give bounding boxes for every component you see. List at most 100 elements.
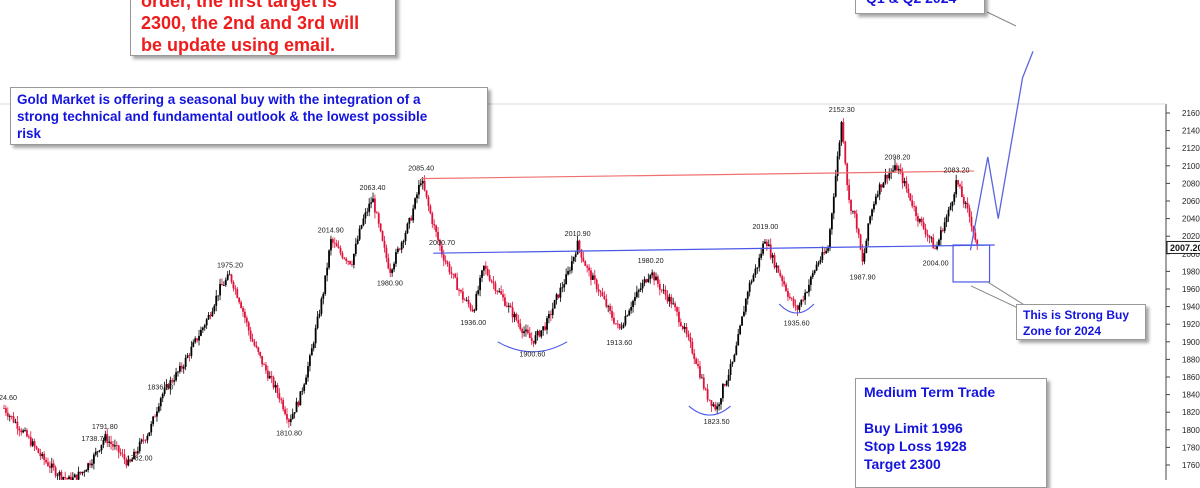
candle-body bbox=[938, 239, 940, 246]
candle-body bbox=[546, 318, 548, 330]
candle-body bbox=[838, 142, 841, 157]
candle-body bbox=[414, 198, 416, 209]
candle-body bbox=[974, 232, 977, 240]
candle-body bbox=[112, 444, 114, 447]
candle-body bbox=[433, 224, 436, 226]
zone-pointer-2 bbox=[970, 285, 1019, 309]
candle-body bbox=[446, 261, 449, 265]
candle-body bbox=[521, 329, 524, 334]
candle-body bbox=[276, 385, 279, 394]
candle-body bbox=[781, 276, 784, 282]
candle-body bbox=[540, 330, 543, 337]
candle-body bbox=[892, 170, 894, 172]
candle-body bbox=[565, 274, 568, 285]
candle-body bbox=[322, 293, 325, 299]
candle-body bbox=[8, 416, 11, 417]
candle-body bbox=[393, 263, 395, 270]
candle-body bbox=[739, 325, 742, 335]
candle-body bbox=[815, 264, 818, 271]
candle-body bbox=[809, 276, 812, 285]
candle-body bbox=[129, 459, 132, 462]
candle-body bbox=[639, 288, 642, 291]
candle-body bbox=[934, 248, 937, 250]
trade-stop-loss: Stop Loss 1928 bbox=[864, 438, 967, 454]
candle-body bbox=[66, 478, 68, 480]
candle-body bbox=[368, 203, 371, 212]
price-label: 1823.50 bbox=[704, 417, 730, 426]
candle-body bbox=[330, 239, 332, 251]
candle-body bbox=[364, 212, 367, 219]
candle-body bbox=[245, 317, 248, 323]
candle-body bbox=[880, 184, 883, 188]
candle-body bbox=[502, 294, 504, 298]
candle-body bbox=[339, 247, 342, 254]
price-label: 2152.30 bbox=[829, 105, 855, 114]
candle-body bbox=[494, 283, 497, 291]
candle-body bbox=[133, 451, 135, 460]
candle-body bbox=[817, 262, 820, 265]
candle-body bbox=[702, 377, 705, 389]
candle-body bbox=[907, 188, 910, 194]
candle-body bbox=[435, 225, 438, 232]
candle-body bbox=[718, 404, 720, 407]
candle-body bbox=[94, 451, 97, 455]
candle-body bbox=[970, 216, 973, 227]
candle-body bbox=[576, 240, 579, 255]
candle-body bbox=[200, 329, 202, 336]
candle-body bbox=[251, 338, 254, 342]
candle-body bbox=[148, 432, 151, 436]
candle-body bbox=[391, 269, 394, 273]
candle-body bbox=[641, 283, 644, 289]
candle-body bbox=[683, 326, 686, 329]
candle-body bbox=[771, 255, 774, 258]
y-tick-label: 2060 bbox=[1182, 197, 1200, 206]
candle-body bbox=[878, 184, 881, 195]
candle-body bbox=[37, 448, 40, 454]
candle-body bbox=[689, 337, 692, 342]
price-label: 1935.60 bbox=[784, 318, 810, 327]
candle-body bbox=[505, 305, 508, 307]
candle-body bbox=[651, 272, 654, 276]
candle-body bbox=[253, 341, 256, 346]
candle-body bbox=[22, 430, 25, 433]
candle-body bbox=[352, 253, 355, 265]
candle-body bbox=[626, 315, 629, 317]
candle-body bbox=[957, 180, 959, 185]
candle-body bbox=[936, 245, 938, 249]
candle-body bbox=[775, 265, 778, 268]
candle-body bbox=[779, 272, 782, 277]
candle-body bbox=[634, 297, 636, 301]
quarter-label: Q1 & Q2 2024 bbox=[866, 0, 974, 8]
candle-body bbox=[861, 249, 864, 262]
price-label: 2019.00 bbox=[752, 222, 778, 231]
candle-body bbox=[421, 180, 424, 184]
candle-body bbox=[932, 237, 935, 249]
bottom-arc bbox=[497, 341, 568, 353]
candle-body bbox=[595, 279, 598, 290]
candle-body bbox=[418, 184, 420, 195]
candle-body bbox=[351, 264, 353, 265]
candle-body bbox=[823, 252, 826, 254]
candle-body bbox=[553, 300, 556, 309]
candle-body bbox=[743, 311, 745, 317]
candle-body bbox=[463, 299, 466, 301]
candle-body bbox=[526, 329, 529, 334]
candle-body bbox=[144, 440, 147, 442]
candle-body bbox=[532, 340, 535, 344]
candle-body bbox=[341, 253, 344, 258]
candle-body bbox=[496, 290, 499, 292]
candle-body bbox=[24, 430, 26, 431]
candle-body bbox=[12, 416, 15, 423]
trade-title: Medium Term Trade bbox=[864, 384, 996, 400]
candle-body bbox=[561, 287, 564, 289]
candle-body bbox=[790, 298, 793, 299]
y-tick-label: 2020 bbox=[1182, 232, 1200, 241]
candle-body bbox=[259, 351, 262, 356]
candle-body bbox=[664, 289, 667, 295]
candle-body bbox=[402, 241, 405, 243]
candle-body bbox=[92, 454, 95, 464]
candle-body bbox=[140, 439, 143, 442]
candle-body bbox=[117, 445, 120, 453]
candle-body bbox=[549, 314, 552, 315]
price-label: 1824.60 bbox=[0, 393, 17, 402]
